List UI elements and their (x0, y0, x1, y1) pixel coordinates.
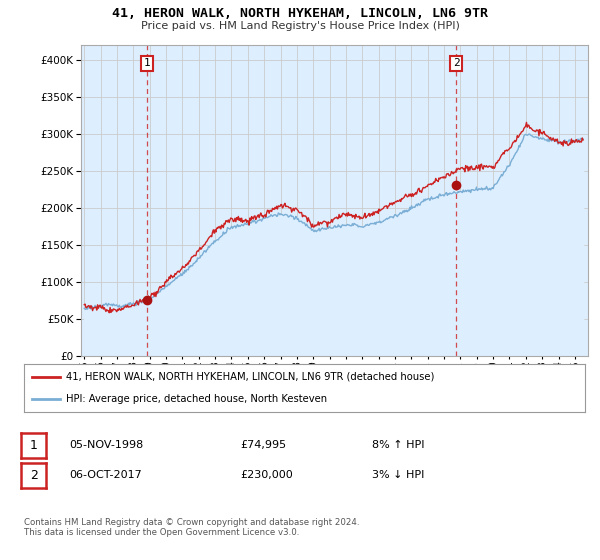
Text: Contains HM Land Registry data © Crown copyright and database right 2024.
This d: Contains HM Land Registry data © Crown c… (24, 518, 359, 538)
Text: 2: 2 (29, 469, 38, 482)
Text: 8% ↑ HPI: 8% ↑ HPI (372, 440, 425, 450)
Text: 41, HERON WALK, NORTH HYKEHAM, LINCOLN, LN6 9TR (detached house): 41, HERON WALK, NORTH HYKEHAM, LINCOLN, … (66, 372, 434, 382)
Text: 2: 2 (453, 58, 460, 68)
Text: Price paid vs. HM Land Registry's House Price Index (HPI): Price paid vs. HM Land Registry's House … (140, 21, 460, 31)
Text: 3% ↓ HPI: 3% ↓ HPI (372, 470, 424, 480)
Text: 05-NOV-1998: 05-NOV-1998 (69, 440, 143, 450)
Text: 41, HERON WALK, NORTH HYKEHAM, LINCOLN, LN6 9TR: 41, HERON WALK, NORTH HYKEHAM, LINCOLN, … (112, 7, 488, 20)
Text: HPI: Average price, detached house, North Kesteven: HPI: Average price, detached house, Nort… (66, 394, 327, 404)
Text: £230,000: £230,000 (240, 470, 293, 480)
Text: 1: 1 (144, 58, 151, 68)
Text: 06-OCT-2017: 06-OCT-2017 (69, 470, 142, 480)
Text: 1: 1 (29, 439, 38, 452)
Text: £74,995: £74,995 (240, 440, 286, 450)
